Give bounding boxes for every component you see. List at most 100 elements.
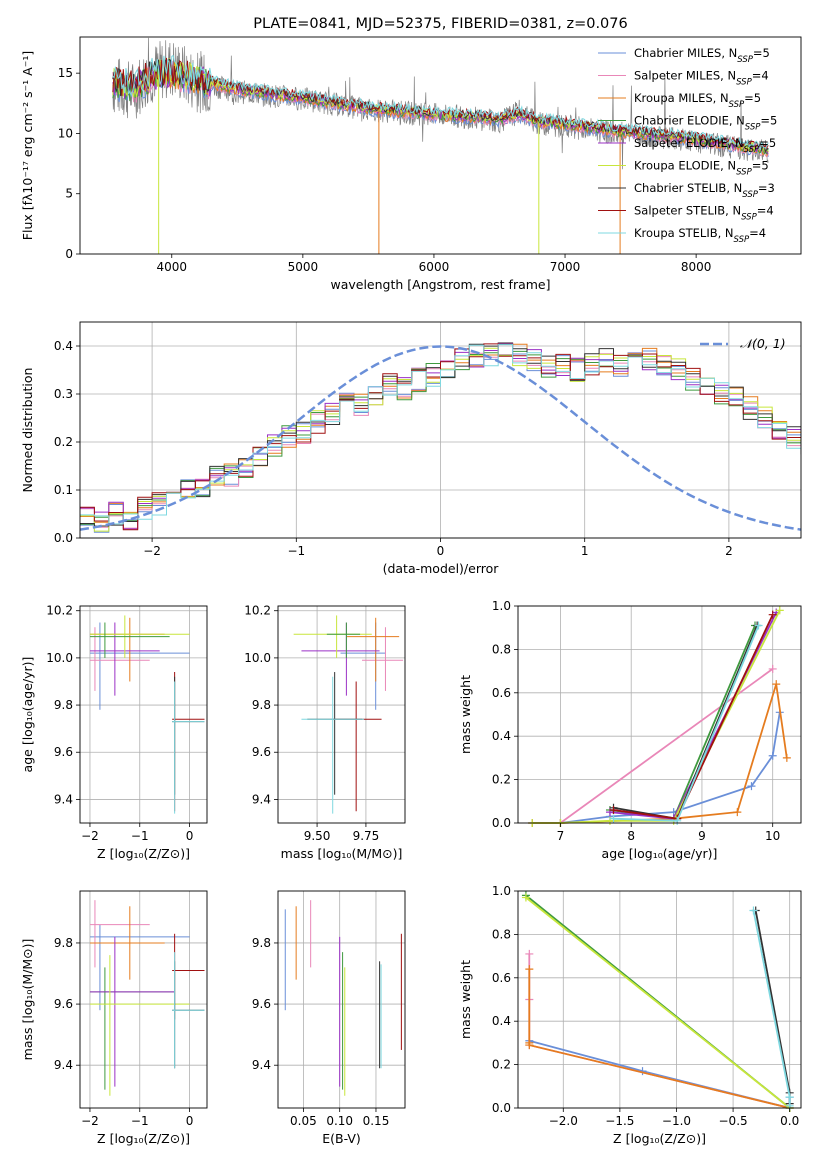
y-tick-label: 0.4 <box>492 1014 511 1028</box>
x-tick-label: 6000 <box>419 260 450 274</box>
x-tick-label: 2 <box>725 544 733 558</box>
x-axis-label: age [log₁₀(age/yr)] <box>602 846 718 861</box>
y-tick-label: 1.0 <box>492 599 511 613</box>
spectrum-model-line <box>112 54 769 151</box>
y-tick-label: 9.4 <box>54 1058 73 1072</box>
histogram-step <box>80 343 801 531</box>
y-tick-label: 0.0 <box>492 1101 511 1115</box>
histogram-step <box>80 347 801 532</box>
axes-frame <box>79 321 802 539</box>
weight-line <box>528 953 790 1109</box>
x-axis-label: Z [log₁₀(Z/Z⊙)] <box>613 1131 706 1146</box>
x-tick-label: 0 <box>186 829 194 843</box>
x-axis-label: mass [log₁₀(M/M⊙)] <box>281 846 403 861</box>
weight-line <box>532 609 781 824</box>
legend-label: Kroupa STELIB, NSSP=4 <box>634 226 766 245</box>
weight-marker <box>673 816 682 825</box>
axes-frame <box>277 605 406 824</box>
weight-marker <box>768 664 777 673</box>
y-tick-label: 0.0 <box>54 531 73 545</box>
x-tick-label: 0 <box>186 1114 194 1128</box>
legend: Chabrier MILES, NSSP=5 Salpeter MILES, NS… <box>598 46 777 245</box>
histogram-step <box>80 352 801 529</box>
weight-line <box>532 683 788 824</box>
axes-frame <box>517 605 802 824</box>
x-tick-label: −1.5 <box>605 1114 634 1128</box>
x-tick-label: 0.10 <box>326 1114 353 1128</box>
weight-marker <box>747 782 756 791</box>
y-tick-label: 0.6 <box>492 971 511 985</box>
y-tick-label: 0.8 <box>492 927 511 941</box>
panel-spectrum: 4000 5000 6000 7000 8000 0 5 10 15 wavelength [An… <box>20 36 802 292</box>
x-tick-label: 9.50 <box>304 829 331 843</box>
y-tick-label: 9.4 <box>252 1058 271 1072</box>
axes-frame <box>79 605 208 824</box>
panel-residuals: −2 −1 0 1 2 0.0 0.1 0.2 0.3 0.4 (data-model)/error… <box>20 321 802 576</box>
weight-marker <box>525 949 534 958</box>
y-tick-label: 9.6 <box>54 997 73 1011</box>
chart-title: PLATE=0841, MJD=52375, FIBERID=0381, z=0… <box>253 16 627 32</box>
weight-marker <box>775 606 784 615</box>
y-tick-label: 0.0 <box>492 816 511 830</box>
histogram-step <box>80 350 801 525</box>
weight-marker <box>605 808 614 817</box>
panel-mass_vs_ebv: 0.05 0.10 0.15 9.4 9.6 9.8 E(B-V) <box>252 890 406 1146</box>
y-tick-label: 9.8 <box>252 698 271 712</box>
weight-line <box>752 910 791 1106</box>
y-axis-label: age [log₁₀(age/yr)] <box>20 657 35 773</box>
legend-label: Salpeter ELODIE, NSSP=5 <box>634 136 776 155</box>
weight-marker <box>749 906 758 915</box>
x-axis-label: wavelength [Angstrom, rest frame] <box>330 277 550 292</box>
panel-age_vs_mass: 9.50 9.75 9.4 9.6 9.8 10.0 10.2 mass [log₁₀(M/M… <box>244 604 406 861</box>
weight-marker <box>785 1093 794 1102</box>
x-axis-label: Z [log₁₀(Z/Z⊙)] <box>97 846 190 861</box>
histogram-step <box>80 344 801 525</box>
plot-area <box>293 615 404 814</box>
weight-marker <box>768 610 777 619</box>
x-axis-label: Z [log₁₀(Z/Z⊙)] <box>97 1131 190 1146</box>
histogram-step <box>80 342 801 533</box>
y-tick-label: 0.2 <box>492 1058 511 1072</box>
y-axis-label: Normed distribution <box>20 368 35 493</box>
y-tick-label: 9.4 <box>252 792 271 806</box>
plot-area <box>521 891 794 1112</box>
y-tick-label: 0.8 <box>492 642 511 656</box>
panel-mass_weight_vs_age: 7 8 9 10 0.0 0.2 0.4 0.6 0.8 1.0 age [log₁₀(age/yr… <box>458 599 802 861</box>
weight-marker <box>768 751 777 760</box>
y-tick-label: 10.2 <box>46 604 73 618</box>
weight-marker <box>605 816 614 825</box>
x-tick-label: 7 <box>557 829 565 843</box>
x-tick-label: −1.0 <box>662 1114 691 1128</box>
x-tick-label: 7000 <box>550 260 581 274</box>
y-tick-label: 9.6 <box>252 745 271 759</box>
plot-area <box>89 900 205 1096</box>
legend-label: Salpeter MILES, NSSP=4 <box>634 69 769 88</box>
legend-label: Kroupa MILES, NSSP=5 <box>634 91 761 110</box>
x-tick-label: −1 <box>287 544 305 558</box>
legend-label: Salpeter STELIB, NSSP=4 <box>634 204 774 223</box>
weight-marker <box>782 753 791 762</box>
y-tick-label: 9.4 <box>54 792 73 806</box>
legend-label: 𝒩(0, 1) <box>740 336 786 351</box>
x-tick-label: 8 <box>627 829 635 843</box>
y-tick-label: 0 <box>65 247 73 261</box>
weight-line <box>525 896 791 1109</box>
y-axis-label: mass weight <box>458 675 473 754</box>
axes-frame <box>79 36 802 255</box>
plot-area <box>528 606 791 827</box>
axes-frame <box>79 890 208 1109</box>
y-axis-label: mass [log₁₀(M/M⊙)] <box>20 939 35 1061</box>
x-tick-label: 0.0 <box>780 1114 799 1128</box>
y-tick-label: 0.4 <box>492 729 511 743</box>
weight-line <box>528 969 790 1109</box>
y-tick-label: 9.8 <box>54 698 73 712</box>
gaussian-curve <box>80 345 801 531</box>
weight-marker <box>609 805 618 814</box>
x-tick-label: 8000 <box>681 260 712 274</box>
y-tick-label: 0.1 <box>54 483 73 497</box>
y-tick-label: 9.6 <box>252 997 271 1011</box>
x-tick-label: −2 <box>143 544 161 558</box>
x-tick-label: 9.75 <box>353 829 380 843</box>
weight-marker <box>521 893 530 902</box>
